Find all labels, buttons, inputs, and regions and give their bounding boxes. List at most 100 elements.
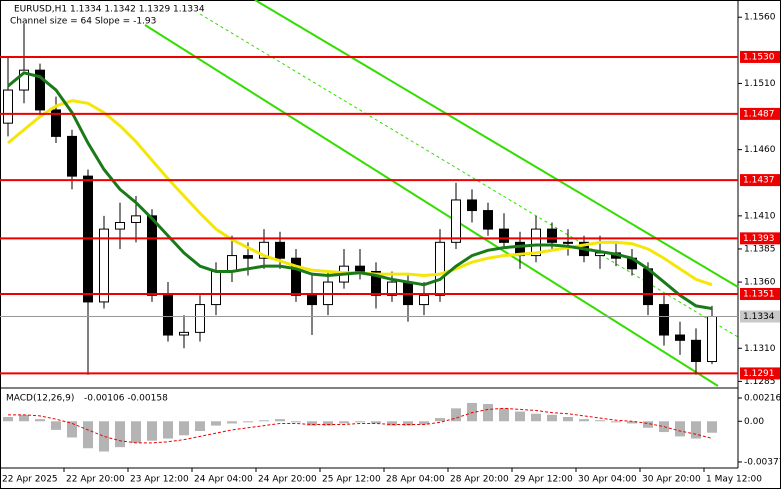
macd-title: MACD(12,26,9) xyxy=(6,394,74,404)
x-tick-label: 28 Apr 20:00 xyxy=(450,475,509,485)
candle-body xyxy=(243,255,253,259)
macd-bar xyxy=(291,421,301,423)
candle-body xyxy=(291,257,301,296)
macd-bar xyxy=(19,414,29,422)
macd-bar xyxy=(547,414,557,422)
macd-bar xyxy=(259,420,269,422)
x-tick-label: 30 Apr 04:00 xyxy=(578,475,637,485)
y-tick-label: 0.00216 xyxy=(744,393,781,403)
y-tick-label: 1.1385 xyxy=(744,244,776,254)
candle-body xyxy=(467,199,477,212)
macd-bar xyxy=(179,421,189,436)
level-label-box xyxy=(740,232,780,245)
macd-bar xyxy=(451,408,461,422)
ohlc-text: 1.1334 1.1342 1.1329 1.1334 xyxy=(70,5,205,15)
candle-body xyxy=(51,109,61,137)
macd-bar xyxy=(243,421,253,423)
y-tick-label: 1.1310 xyxy=(744,344,776,354)
macd-bar xyxy=(403,421,413,426)
level-label-box xyxy=(740,367,780,380)
macd-bar xyxy=(51,421,61,430)
macd-bar xyxy=(515,411,525,422)
x-tick-label: 22 Apr 2025 xyxy=(2,475,58,485)
x-tick-label: 24 Apr 20:00 xyxy=(258,475,317,485)
candle-body xyxy=(227,255,237,272)
x-tick-label: 28 Apr 04:00 xyxy=(386,475,445,485)
chart-title: EURUSD,H1 xyxy=(14,5,67,15)
y-tick-label: 1.1360 xyxy=(744,278,776,288)
macd-bar xyxy=(595,420,605,422)
y-tick-label: 1.1285 xyxy=(744,377,776,387)
macd-bar xyxy=(115,421,125,448)
macd-bar xyxy=(195,421,205,431)
level-label-box xyxy=(740,50,780,63)
candle-body xyxy=(499,228,509,243)
candle-body xyxy=(643,268,653,306)
macd-bar xyxy=(323,421,333,426)
candle-body xyxy=(563,241,573,244)
y-tick-label: 1.1410 xyxy=(744,211,776,221)
candle-body xyxy=(451,199,461,243)
macd-bar xyxy=(211,421,221,426)
macd-bar xyxy=(419,421,429,425)
candle-body xyxy=(371,270,381,296)
macd-bar xyxy=(131,421,141,443)
candle-body xyxy=(179,331,189,336)
current-price-box xyxy=(740,310,780,323)
macd-bar xyxy=(627,421,637,424)
candle-body xyxy=(163,294,173,336)
candle-body xyxy=(659,304,669,336)
level-label: 1.1437 xyxy=(743,176,775,186)
candle-body xyxy=(675,334,685,341)
level-label: 1.1393 xyxy=(743,234,775,244)
y-tick-label: 1.1510 xyxy=(744,79,776,89)
candle-body xyxy=(435,241,445,296)
x-tick-label: 29 Apr 12:00 xyxy=(514,475,573,485)
macd-bar xyxy=(355,421,365,423)
candle-body xyxy=(67,135,77,177)
macd-bar xyxy=(691,421,701,439)
macd-bar xyxy=(83,421,93,449)
macd-bar xyxy=(435,418,445,422)
y-tick-label: -0.00377 xyxy=(744,457,781,467)
price-panel: 1.15601.15101.14601.14101.13851.13601.13… xyxy=(0,13,780,485)
candle-body xyxy=(355,265,365,272)
macd-values: -0.00106 -0.00158 xyxy=(84,394,168,404)
macd-bar xyxy=(35,419,45,422)
macd-bar xyxy=(675,421,685,437)
candle-body xyxy=(99,228,109,303)
moving-average xyxy=(7,71,713,311)
macd-bar xyxy=(387,421,397,426)
candle-body xyxy=(131,215,141,223)
macd-bar xyxy=(707,421,717,433)
macd-bar xyxy=(147,421,157,441)
macd-bar xyxy=(3,416,13,422)
level-label: 1.1487 xyxy=(743,109,775,119)
macd-bar xyxy=(163,421,173,439)
macd-bar xyxy=(499,408,509,422)
current-price-label: 1.1334 xyxy=(743,312,775,322)
macd-bar xyxy=(579,419,589,422)
y-tick-label: 1.1560 xyxy=(744,13,776,23)
candle-body xyxy=(195,304,205,333)
candle-body xyxy=(307,294,317,306)
candle-body xyxy=(419,294,429,306)
candle-body xyxy=(35,69,45,111)
macd-bar xyxy=(307,421,317,426)
level-label-box xyxy=(740,107,780,120)
candle-body xyxy=(707,315,717,363)
candle-body xyxy=(3,89,13,124)
macd-panel: 0.00216 0.00 -0.00377 xyxy=(3,393,781,467)
macd-bar xyxy=(339,421,349,424)
x-tick-label: 1 May 12:00 xyxy=(706,475,762,485)
candle-body xyxy=(387,281,397,296)
macd-bar xyxy=(99,421,109,452)
x-tick-label: 22 Apr 20:00 xyxy=(66,475,125,485)
channel-lower xyxy=(144,24,719,387)
candle-body xyxy=(19,69,29,91)
macd-bar xyxy=(371,421,381,424)
level-label-box xyxy=(740,174,780,187)
candle-body xyxy=(547,228,557,243)
level-label: 1.1291 xyxy=(743,369,775,379)
